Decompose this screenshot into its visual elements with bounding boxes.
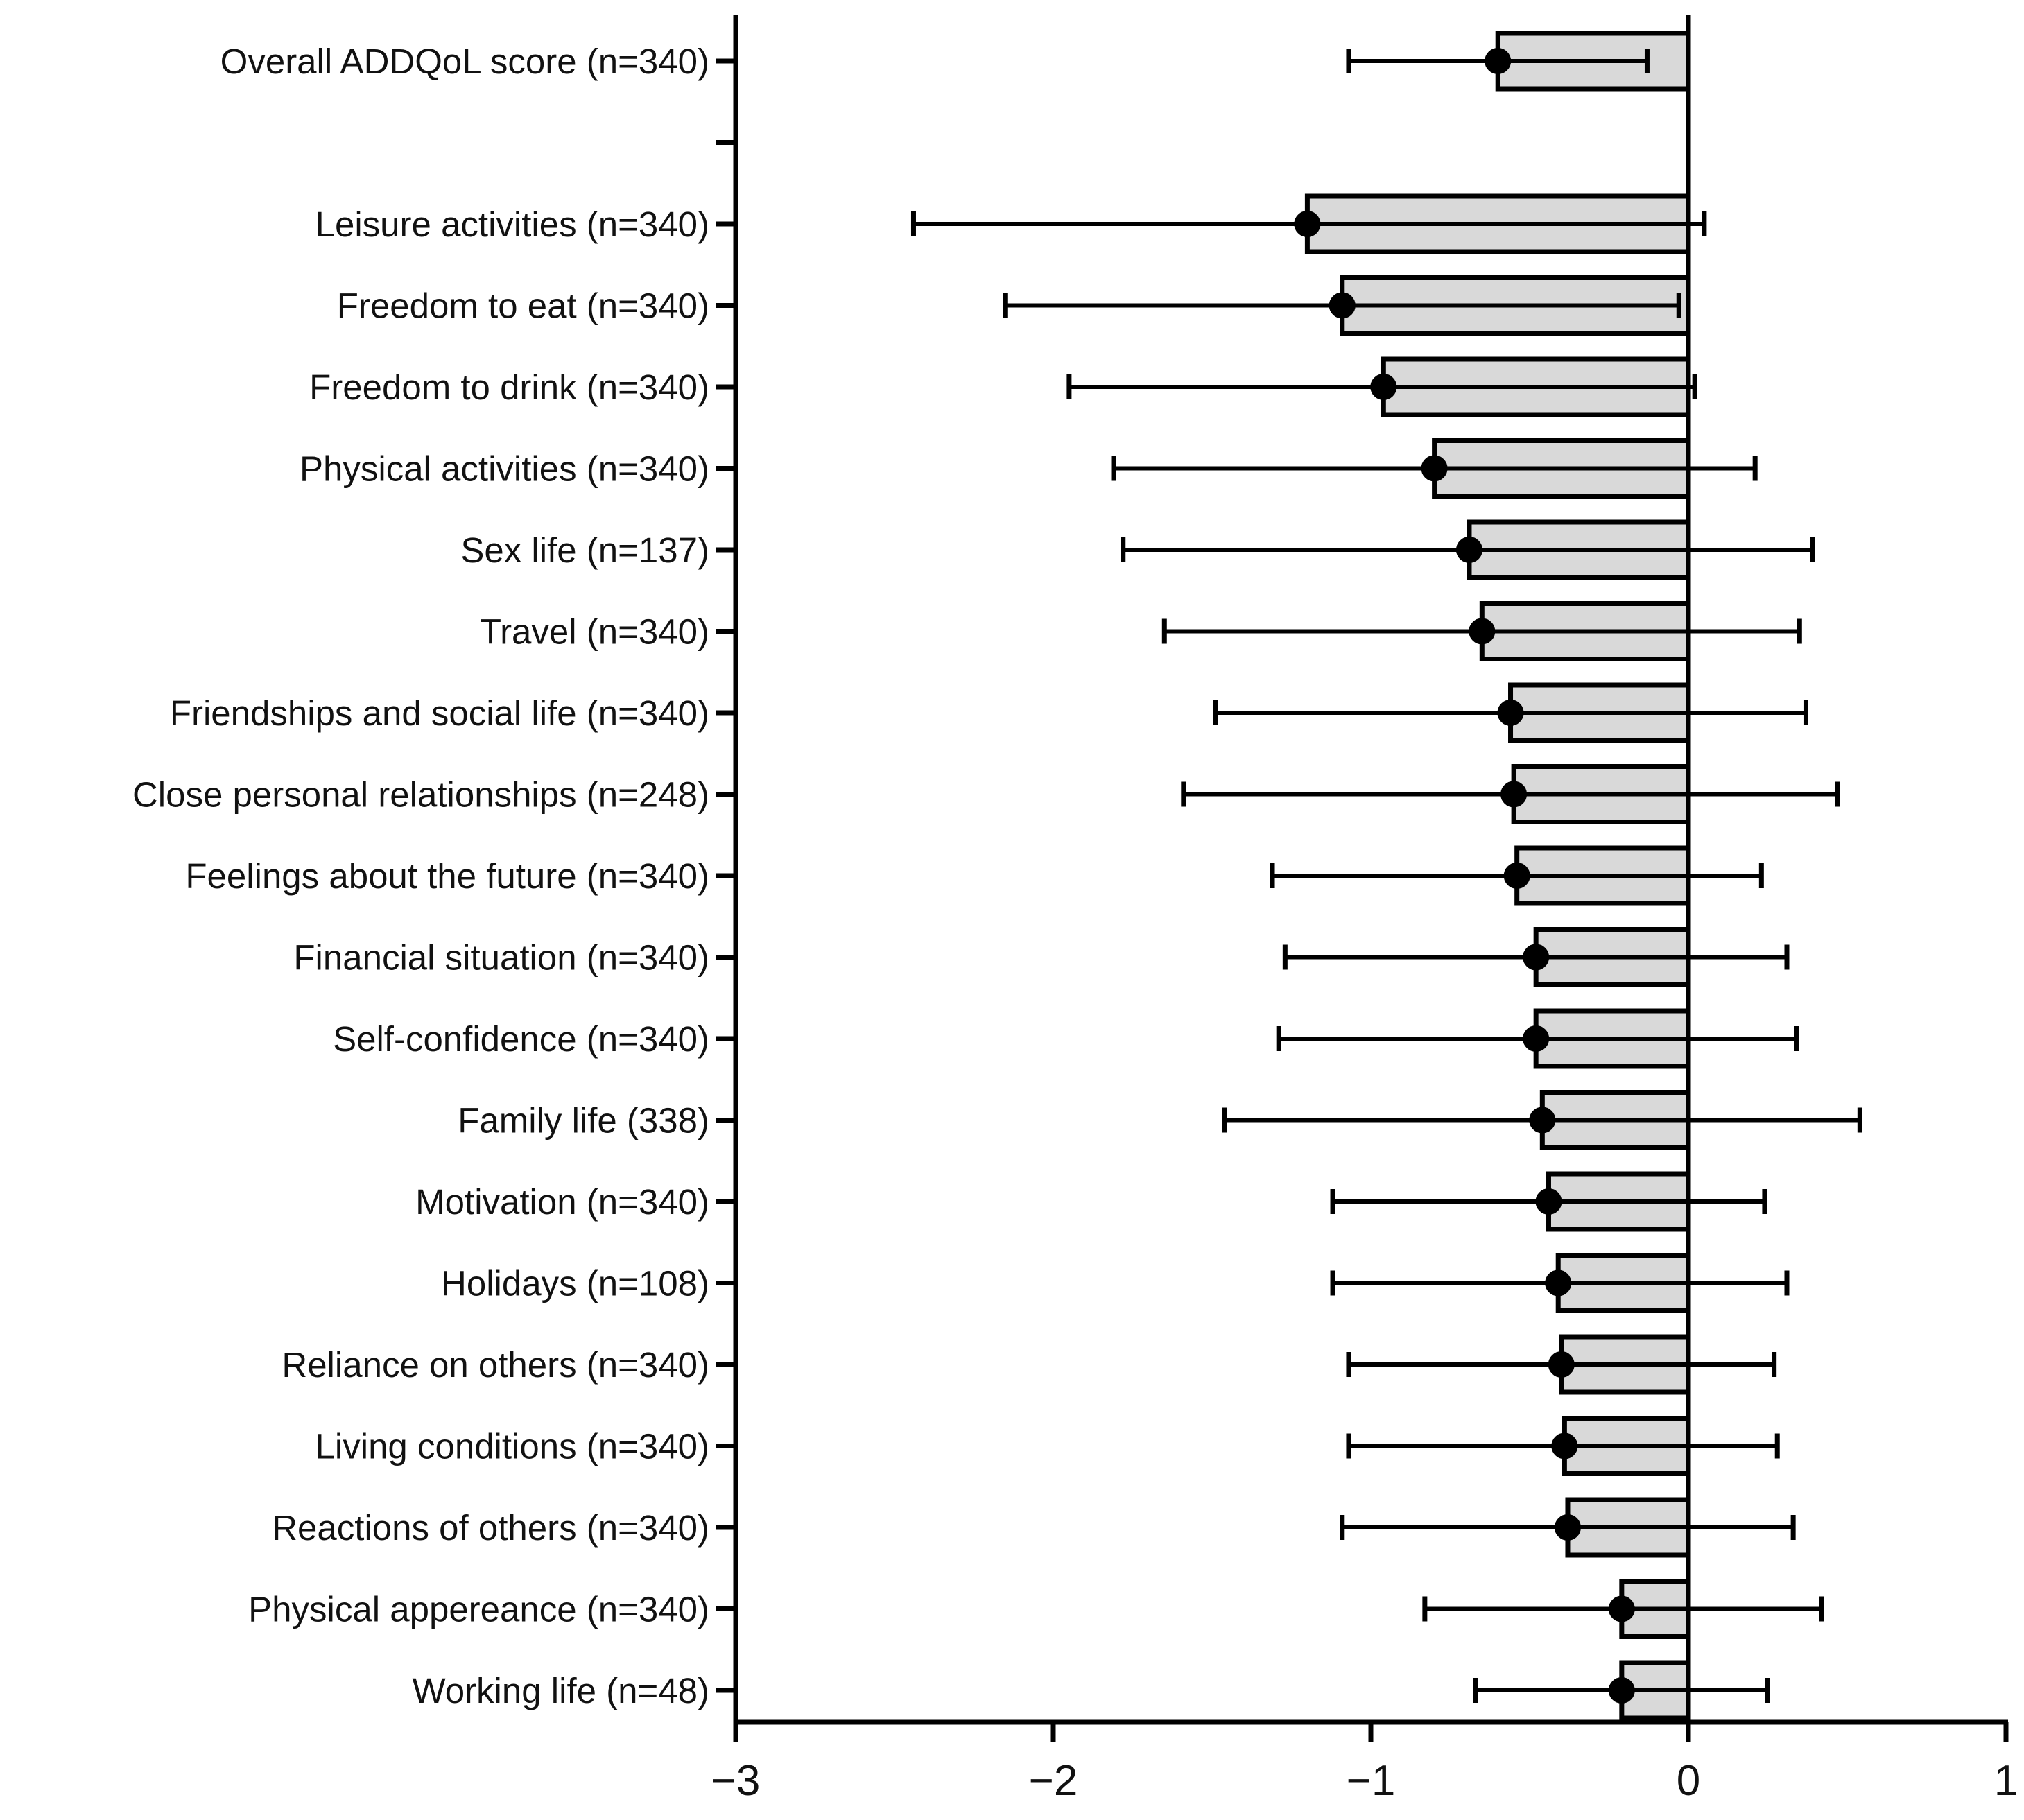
x-tick-label-4: 1: [1994, 1757, 2018, 1805]
category-label-motivation: Motivation (n=340): [415, 1182, 709, 1222]
x-tick-label-1: −2: [1029, 1757, 1078, 1805]
labels-layer: Overall ADDQoL score (n=340) Leisure acti…: [132, 42, 2018, 1805]
category-label-freedom-to-eat: Freedom to eat (n=340): [337, 286, 709, 326]
category-label-leisure-activities: Leisure activities (n=340): [315, 205, 709, 244]
category-label-freedom-to-drink: Freedom to drink (n=340): [309, 367, 709, 407]
category-label-self-confidence: Self-confidence (n=340): [333, 1019, 709, 1059]
category-label-financial-situation: Financial situation (n=340): [293, 938, 709, 978]
category-label-holidays: Holidays (n=108): [441, 1264, 709, 1303]
category-label-physical-activities: Physical activities (n=340): [300, 449, 709, 489]
category-label-reactions-of-others: Reactions of others (n=340): [272, 1508, 709, 1548]
category-label-physical-appereance: Physical appereance (n=340): [248, 1590, 709, 1629]
category-label-close-personal-relationships: Close personal relationships (n=248): [132, 775, 709, 815]
category-label-living-conditions: Living conditions (n=340): [315, 1427, 709, 1466]
category-label-friendships-and-social-life: Friendships and social life (n=340): [170, 693, 709, 733]
x-tick-label-0: −3: [711, 1757, 761, 1805]
category-label-overall-addqol-score: Overall ADDQoL score (n=340): [220, 42, 709, 81]
x-tick-label-3: 0: [1677, 1757, 1700, 1805]
error-bars-layer: [910, 46, 1862, 1705]
category-label-feelings-about-the-future: Feelings about the future (n=340): [185, 856, 709, 896]
category-label-sex-life: Sex life (n=137): [460, 530, 709, 570]
x-tick-label-2: −1: [1347, 1757, 1396, 1805]
category-label-reliance-on-others: Reliance on others (n=340): [282, 1345, 709, 1385]
category-label-travel: Travel (n=340): [480, 612, 709, 652]
category-label-working-life: Working life (n=48): [413, 1671, 710, 1710]
category-label-family-life: Family life (338): [458, 1101, 709, 1141]
axes-layer: [716, 15, 2009, 1742]
